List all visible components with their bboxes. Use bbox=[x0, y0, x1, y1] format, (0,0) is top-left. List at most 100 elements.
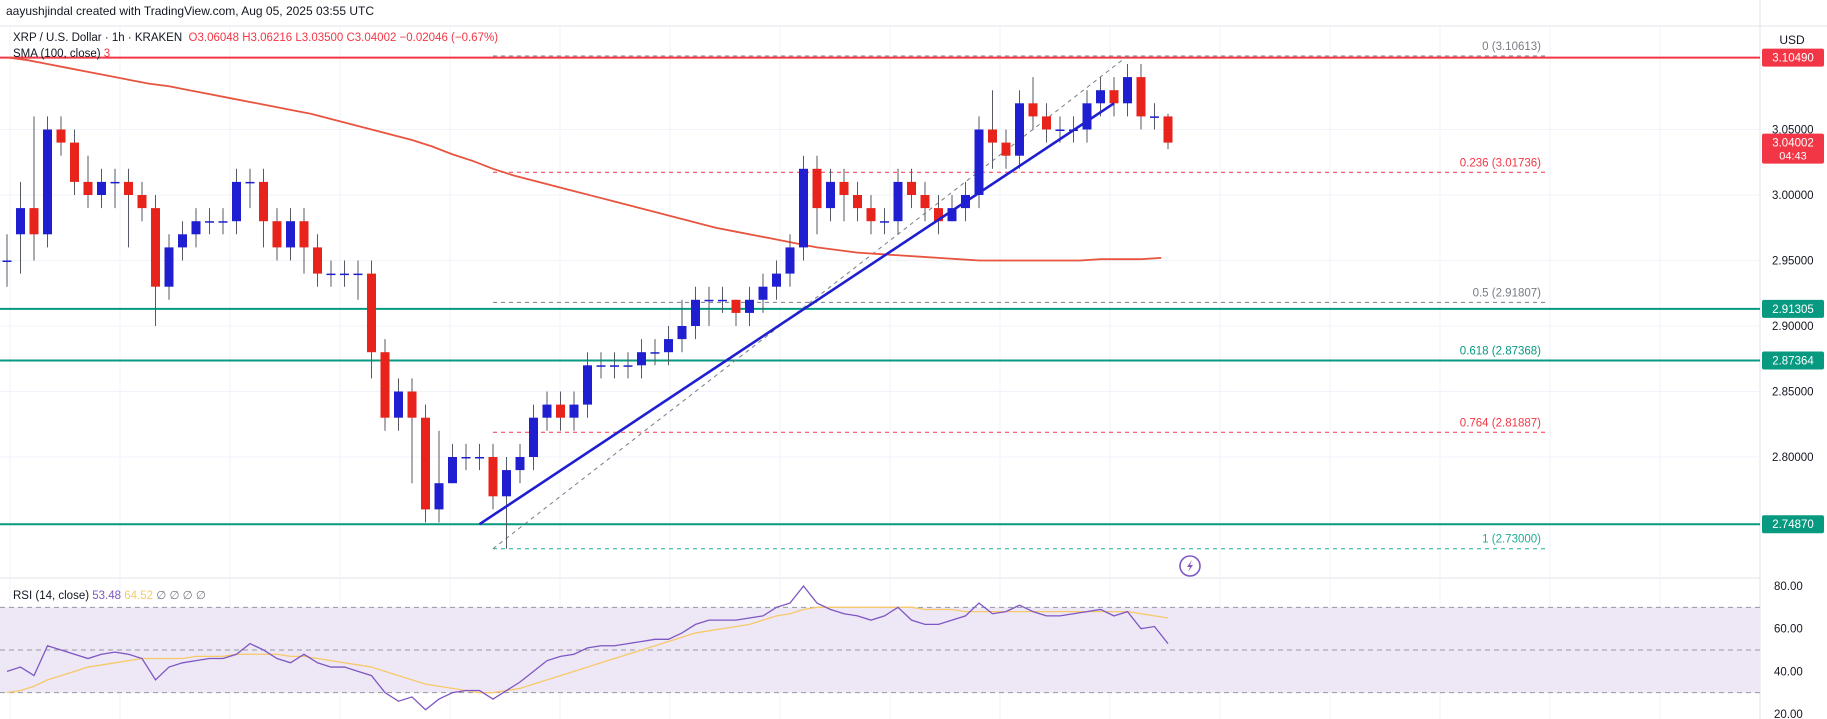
candle-body bbox=[367, 273, 376, 353]
candle-body bbox=[16, 208, 25, 235]
candle-body bbox=[488, 457, 498, 497]
candle-body bbox=[920, 195, 930, 209]
candle-body bbox=[340, 273, 349, 276]
candle-body bbox=[434, 483, 444, 510]
trendline-line bbox=[478, 102, 1115, 526]
rsi-tick-label: 60.00 bbox=[1774, 624, 1803, 636]
price-badge bbox=[1762, 351, 1824, 370]
candle-body bbox=[1042, 116, 1051, 130]
candle-body bbox=[569, 404, 579, 418]
candle-body bbox=[380, 352, 390, 418]
candle-body bbox=[529, 417, 538, 457]
candle-body bbox=[245, 181, 255, 184]
price-tick-label: 3.05000 bbox=[1772, 125, 1814, 137]
current-price-badge bbox=[1762, 133, 1824, 164]
price-badge bbox=[1762, 515, 1824, 534]
fib-label: 0.236 (3.01736) bbox=[1460, 157, 1541, 169]
rsi-ma-value: 64.52 bbox=[124, 590, 154, 602]
candle-body bbox=[718, 299, 727, 302]
price-tick-label: 2.95000 bbox=[1772, 256, 1814, 268]
candle-body bbox=[191, 221, 201, 235]
candle-body bbox=[313, 247, 322, 274]
candle-body bbox=[475, 457, 484, 459]
candle-body bbox=[1055, 129, 1065, 131]
rsi-legend[interactable]: RSI (14, close) 53.48 64.52 ∅ ∅ ∅ ∅ bbox=[13, 588, 206, 602]
candle-body bbox=[772, 273, 781, 287]
candle-body bbox=[1163, 116, 1173, 143]
candle-body bbox=[866, 208, 876, 222]
candle-body bbox=[826, 181, 835, 209]
trendline bbox=[478, 102, 1115, 526]
candle-body bbox=[110, 181, 120, 184]
extras bbox=[1179, 555, 1201, 577]
candle-body bbox=[1150, 116, 1159, 118]
candle-body bbox=[259, 181, 268, 222]
candle-body bbox=[461, 457, 471, 459]
rsi-line bbox=[6, 584, 1169, 711]
created-by-header: aayushjindal created with TradingView.co… bbox=[6, 4, 375, 18]
candle-body bbox=[70, 142, 79, 182]
fib-label: 1 (2.73000) bbox=[1482, 534, 1541, 546]
candles bbox=[2, 64, 1173, 549]
candle-body bbox=[218, 221, 228, 223]
candle-body bbox=[502, 470, 511, 497]
candle-body bbox=[353, 273, 363, 276]
rsi-label: RSI (14, close) bbox=[13, 590, 90, 602]
candle-body bbox=[83, 181, 93, 195]
candle-body bbox=[556, 404, 565, 418]
candle-body bbox=[1136, 77, 1146, 117]
candle-body bbox=[664, 339, 673, 353]
sma-value: 3 bbox=[103, 48, 111, 60]
fibonacci-retracement: 0 (3.10613) 0.236 (3.01736) 0.5 (2.91807) 0… bbox=[492, 41, 1545, 550]
candle-body bbox=[637, 352, 646, 366]
candle-body bbox=[988, 129, 997, 143]
candle-body bbox=[785, 247, 795, 274]
horizontal-levels bbox=[0, 56, 1760, 526]
candle-body bbox=[650, 352, 660, 354]
sma-legend[interactable]: SMA (100, close) 3 bbox=[13, 48, 110, 60]
candle-body bbox=[137, 195, 147, 209]
candle-body bbox=[124, 181, 133, 195]
candle-body bbox=[1096, 90, 1105, 104]
fib-label: 0.618 (2.87368) bbox=[1460, 345, 1541, 357]
candle-body bbox=[286, 221, 295, 248]
rsi-ma-line bbox=[6, 606, 1169, 694]
candle-body bbox=[1015, 103, 1024, 156]
candle-body bbox=[799, 168, 808, 248]
rsi-tick-label: 80.00 bbox=[1774, 581, 1803, 593]
price-badge bbox=[1762, 48, 1824, 67]
fib-label: 0.5 (2.91807) bbox=[1473, 287, 1542, 299]
fib-label: 0 (3.10613) bbox=[1482, 41, 1541, 53]
candle-body bbox=[745, 299, 754, 313]
candle-body bbox=[677, 326, 687, 340]
rsi-tick-label: 20.00 bbox=[1774, 709, 1803, 719]
candle-body bbox=[43, 129, 52, 235]
price-tick-label: 2.90000 bbox=[1772, 321, 1814, 333]
price-tick-label: 3.00000 bbox=[1772, 190, 1814, 202]
candle-body bbox=[1028, 103, 1038, 117]
candle-body bbox=[880, 221, 889, 223]
candle-body bbox=[542, 404, 552, 418]
currency-label: USD bbox=[1779, 33, 1805, 47]
candle-body bbox=[812, 168, 822, 209]
price-badge-label: 2.87364 bbox=[1772, 356, 1814, 368]
fib-label: 0.764 (2.81887) bbox=[1460, 417, 1541, 429]
candle-body bbox=[326, 273, 336, 276]
symbol-legend[interactable]: XRP / U.S. Dollar · 1h · KRAKEN O3.06048… bbox=[13, 32, 498, 44]
candle-body bbox=[272, 221, 282, 248]
candle-body bbox=[205, 221, 214, 223]
rsi-pane bbox=[0, 584, 1760, 711]
candle-body bbox=[164, 247, 174, 287]
candle-body bbox=[407, 391, 417, 418]
price-badge bbox=[1762, 299, 1824, 318]
candle-body bbox=[448, 457, 457, 484]
candle-body bbox=[421, 417, 430, 510]
rsi-value: 53.48 bbox=[92, 590, 122, 602]
candle-body bbox=[907, 181, 916, 195]
candle-body bbox=[583, 365, 592, 405]
countdown-label: 04:43 bbox=[1779, 151, 1807, 163]
rsi-band bbox=[0, 607, 1760, 693]
candle-body bbox=[691, 299, 700, 326]
candle-body bbox=[29, 208, 39, 235]
candle-body bbox=[893, 181, 903, 222]
